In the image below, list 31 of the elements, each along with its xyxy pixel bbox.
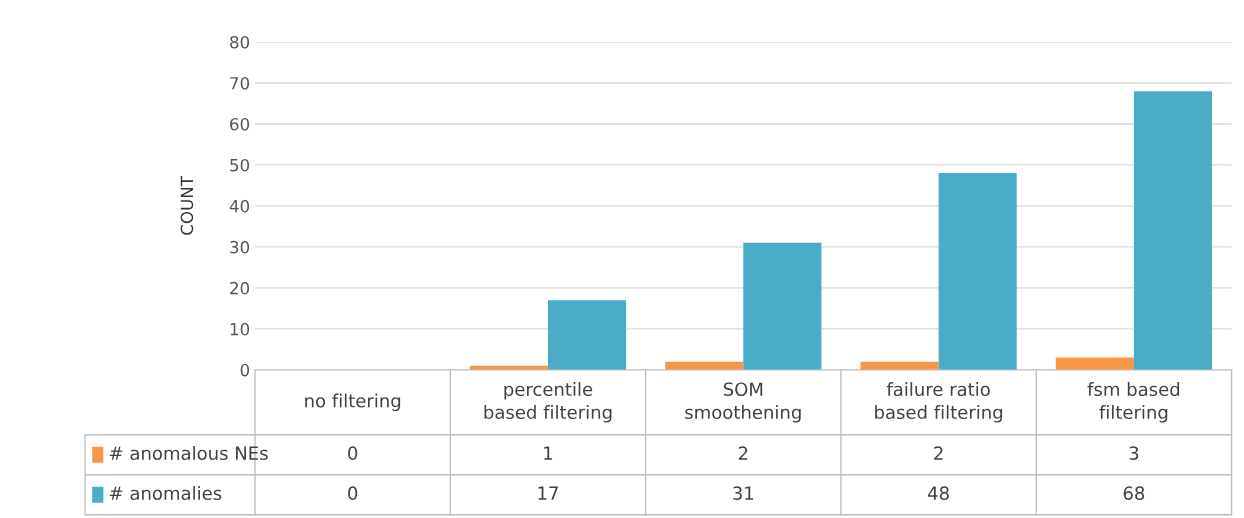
y-tick-label: 0: [240, 363, 250, 377]
bar: [743, 242, 822, 370]
y-tick-label: 20: [230, 281, 250, 295]
y-tick-label: 30: [230, 240, 250, 254]
data-label: 2: [934, 446, 943, 460]
legend-label: # anomalies: [109, 486, 222, 501]
data-label: 0: [348, 446, 358, 461]
data-label: 2: [738, 446, 748, 460]
x-tick-label: failure ratio based filtering: [875, 382, 1003, 423]
y-tick-label: 70: [230, 76, 250, 90]
legend-label: # anomalous NEs: [109, 446, 268, 461]
y-tick-label: 50: [230, 158, 250, 172]
data-label: 1: [544, 446, 553, 460]
x-tick-label: SOM smoothening: [685, 382, 801, 423]
bar: [1133, 91, 1213, 370]
x-tick-label: percentile based filtering: [484, 382, 612, 423]
data-label: 31: [733, 486, 754, 501]
x-tick-label: fsm based filtering: [1087, 382, 1180, 423]
data-label: 0: [348, 486, 358, 501]
y-tick-label: 10: [230, 322, 250, 336]
data-label: 68: [1123, 486, 1145, 501]
data-label: 3: [1129, 446, 1139, 461]
data-label: 17: [538, 486, 558, 500]
bar: [547, 300, 627, 370]
y-tick-label: 60: [230, 117, 250, 131]
x-tick-label: no filtering: [305, 393, 401, 412]
y-tick-label: 80: [230, 35, 250, 49]
y-axis-title: COUNT: [180, 176, 194, 235]
y-tick-label: 40: [229, 199, 250, 213]
bar: [938, 173, 1017, 370]
data-label: 48: [927, 486, 949, 501]
